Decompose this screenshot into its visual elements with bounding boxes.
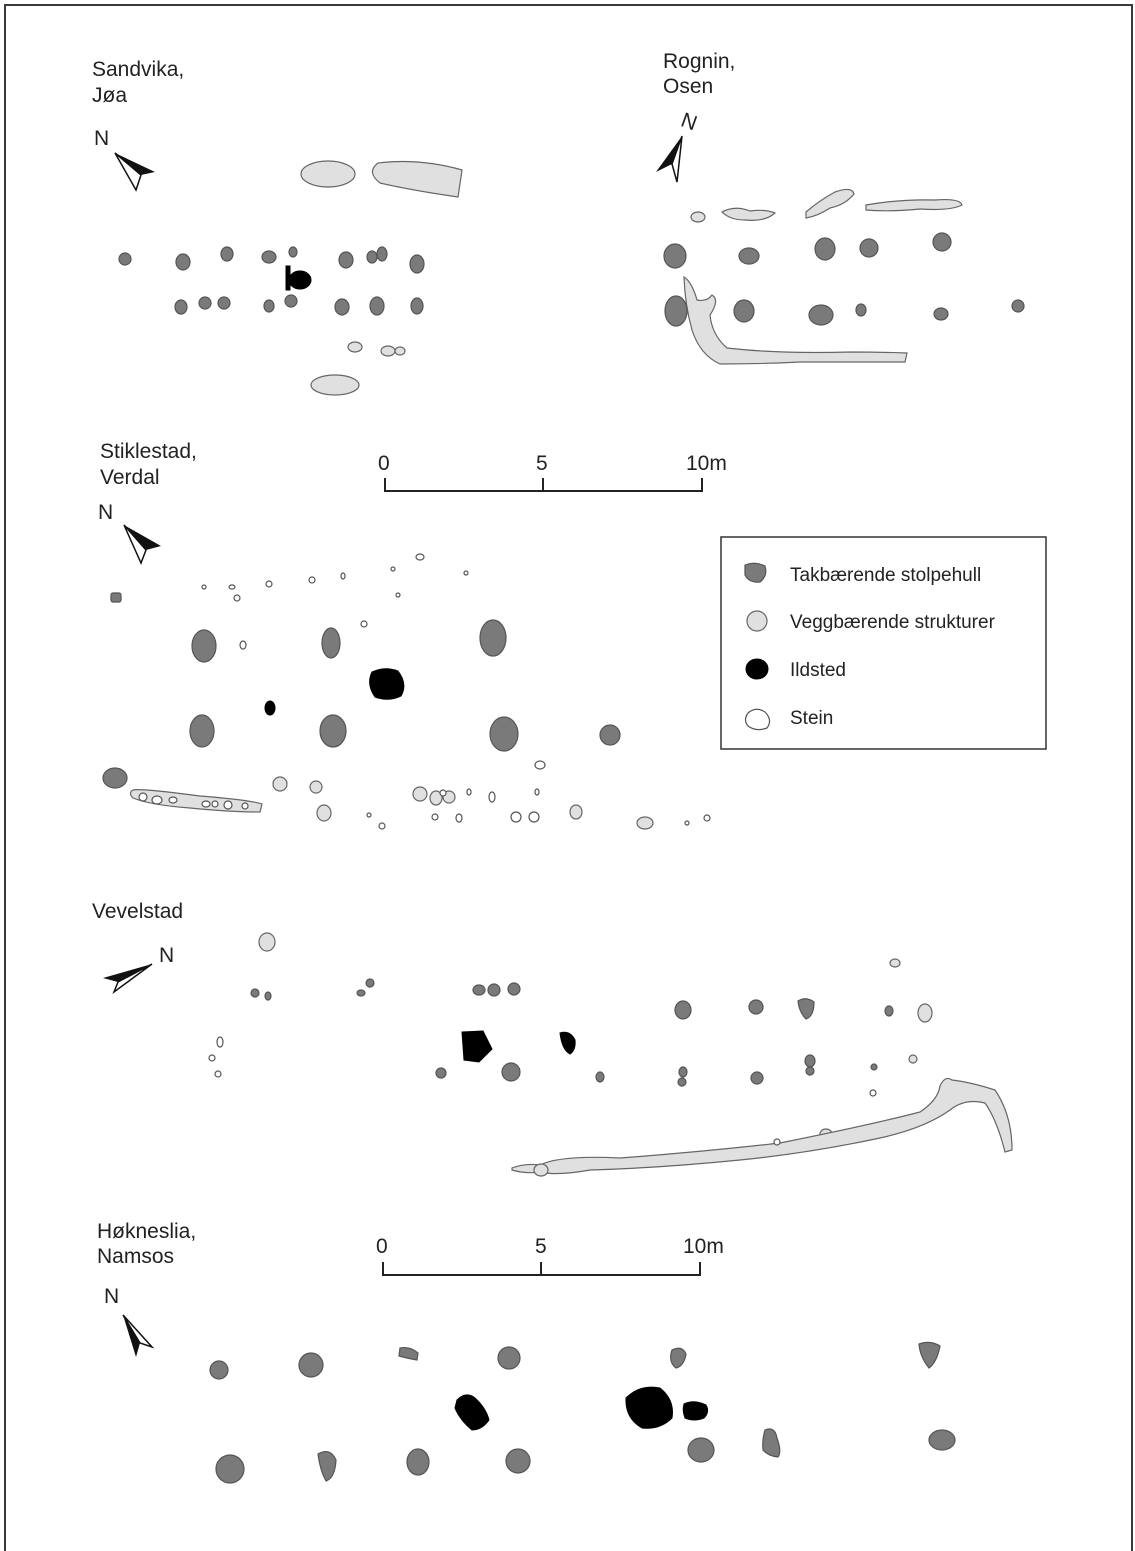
north-arrow-vevelstad: N: [103, 944, 174, 995]
north-arrow-rognin: N: [656, 109, 700, 183]
north-label: N: [678, 109, 700, 136]
wall-structures: [258, 932, 1013, 1177]
site-name-vevelstad: Vevelstad: [92, 900, 183, 923]
scale-tick-5: 5: [535, 1235, 547, 1258]
wall-structure: [300, 160, 356, 188]
plan-rognin: Rognin, Osen N: [656, 50, 1025, 365]
north-label: N: [104, 1285, 119, 1308]
scale-tick-0: 0: [376, 1235, 388, 1258]
wall-structure: [371, 160, 463, 198]
site-name-sandvika: Sandvika,: [92, 58, 184, 81]
svg-text:Stein: Stein: [790, 708, 833, 729]
postholes: [209, 1341, 956, 1484]
svg-text:Veggbærende strukturer: Veggbærende strukturer: [790, 612, 996, 633]
stones: [208, 1036, 877, 1146]
postholes: [118, 246, 425, 316]
site-name-rognin: Rognin,: [663, 50, 735, 73]
north-label: N: [98, 501, 113, 524]
legend-item-post: Takbærende stolpehull: [744, 562, 981, 586]
hearths: [461, 1030, 576, 1063]
north-label: N: [159, 944, 174, 967]
site-sub-hokneslia: Namsos: [97, 1245, 174, 1268]
legend-item-stone: Stein: [744, 708, 833, 731]
scale-bar-2: 0 5 10m: [376, 1235, 724, 1276]
legend-item-hearth: Ildsted: [745, 658, 846, 681]
hearths: [285, 265, 312, 291]
legend-box: [720, 536, 1047, 750]
svg-text:Ildsted: Ildsted: [790, 660, 846, 681]
plan-stiklestad: Stiklestad, Verdal N: [98, 440, 711, 830]
scale-tick-0: 0: [378, 452, 390, 475]
wall-structures: [683, 188, 963, 365]
wall-structures-small: [310, 341, 406, 396]
site-name-hokneslia: Høkneslia,: [97, 1220, 196, 1243]
postholes: [102, 592, 621, 789]
site-sub-rognin: Osen: [663, 75, 713, 98]
postholes: [250, 978, 894, 1087]
scale-tick-5: 5: [536, 452, 548, 475]
legend-item-wall: Veggbærende strukturer: [746, 610, 996, 633]
figure-frame: [4, 4, 1133, 1551]
north-arrow-stiklestad: N: [98, 501, 161, 565]
site-sub-stiklestad: Verdal: [100, 466, 160, 489]
scale-tick-10m: 10m: [686, 452, 727, 475]
plan-hokneslia: Høkneslia, Namsos N: [97, 1220, 956, 1484]
legend: Takbærende stolpehull Veggbærende strukt…: [720, 536, 1047, 750]
site-sub-sandvika: Jøa: [92, 84, 127, 107]
hearths: [454, 1386, 709, 1431]
postholes: [663, 232, 1025, 327]
svg-text:Takbærende stolpehull: Takbærende stolpehull: [790, 565, 981, 586]
plan-vevelstad: Vevelstad N: [92, 900, 1013, 1177]
site-name-stiklestad: Stiklestad,: [100, 440, 197, 463]
north-arrow-sandvika: N: [94, 127, 155, 192]
stones: [138, 553, 711, 830]
north-arrow-hokneslia: N: [104, 1285, 155, 1357]
north-label: N: [94, 127, 109, 150]
hearths: [264, 668, 405, 716]
scale-tick-10m: 10m: [683, 1235, 724, 1258]
scale-bar-1: 0 5 10m: [378, 452, 727, 492]
plan-sandvika: Sandvika, Jøa N: [92, 58, 463, 396]
